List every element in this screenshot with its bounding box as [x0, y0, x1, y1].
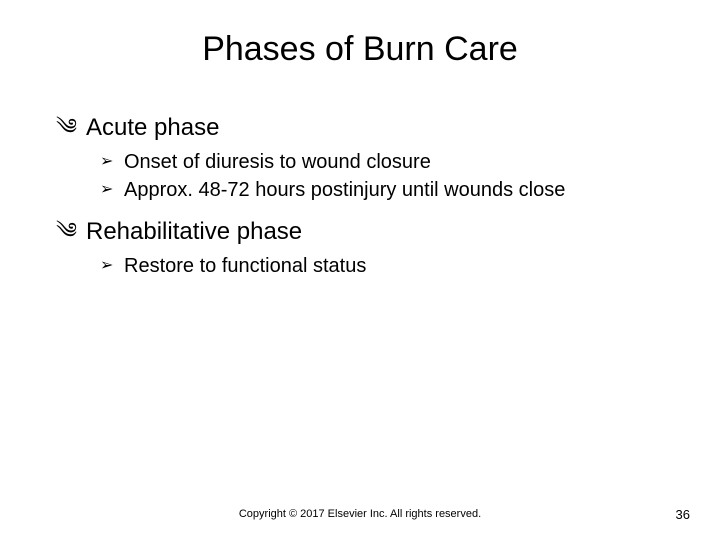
list-item: ➢ Approx. 48-72 hours postinjury until w… [100, 177, 680, 203]
list-item-label: Onset of diuresis to wound closure [124, 149, 431, 175]
list-item: ༄ Rehabilitative phase [56, 217, 680, 247]
slide-footer: Copyright © 2017 Elsevier Inc. All right… [0, 508, 720, 520]
list-item-label: Restore to functional status [124, 253, 366, 279]
slide-content: ༄ Acute phase ➢ Onset of diuresis to wou… [40, 113, 680, 279]
bullet-icon: ༄ [56, 217, 86, 245]
list-item: ➢ Restore to functional status [100, 253, 680, 279]
list-item: ➢ Onset of diuresis to wound closure [100, 149, 680, 175]
bullet-icon: ➢ [100, 177, 124, 203]
list-item-label: Acute phase [86, 113, 219, 143]
slide-title: Phases of Burn Care [40, 30, 680, 69]
bullet-icon: ༄ [56, 113, 86, 141]
sublist: ➢ Onset of diuresis to wound closure ➢ A… [56, 149, 680, 203]
list-item: ༄ Acute phase [56, 113, 680, 143]
list-item-label: Rehabilitative phase [86, 217, 302, 247]
list-item-label: Approx. 48-72 hours postinjury until wou… [124, 177, 565, 203]
page-number: 36 [676, 507, 690, 522]
slide: Phases of Burn Care ༄ Acute phase ➢ Onse… [0, 0, 720, 540]
sublist: ➢ Restore to functional status [56, 253, 680, 279]
bullet-icon: ➢ [100, 149, 124, 175]
copyright-text: Copyright © 2017 Elsevier Inc. All right… [0, 508, 720, 520]
bullet-icon: ➢ [100, 253, 124, 279]
